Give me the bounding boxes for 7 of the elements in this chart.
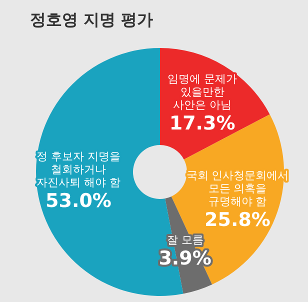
data-label: 25.8% bbox=[204, 208, 270, 231]
chart-title: 정호영 지명 평가 bbox=[30, 10, 154, 31]
slice-label: 임명에 문제가 있을만한 사안은 아님 bbox=[168, 72, 238, 112]
data-label: 53.0% bbox=[46, 190, 112, 212]
data-label: 17.3% bbox=[169, 112, 236, 134]
data-label: 3.9% bbox=[158, 247, 212, 270]
slice-label: 정 후보자 지명을 철회하거나 자진사퇴 해야 함 bbox=[36, 150, 121, 190]
